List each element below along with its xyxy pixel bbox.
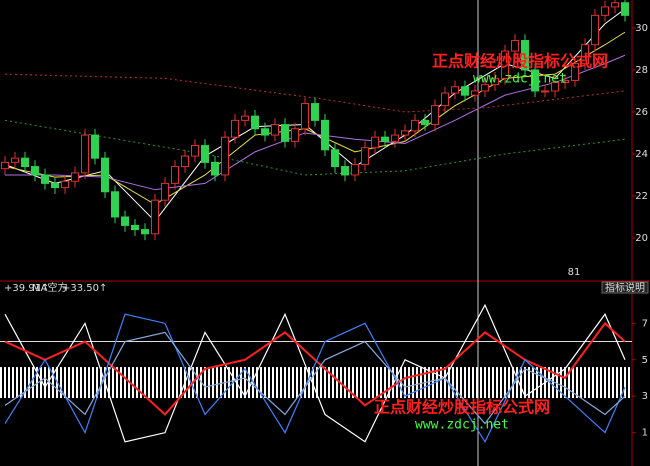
- candle-body: [481, 84, 489, 92]
- watermark-url: www.zdcj.net: [473, 72, 567, 87]
- candle-body: [401, 130, 409, 136]
- candle-body: [321, 119, 329, 151]
- y-tick-label: 30: [635, 23, 648, 34]
- candle-body: [431, 105, 439, 126]
- candle-body: [461, 86, 469, 96]
- candle-body: [411, 119, 419, 132]
- candle-body: [1, 161, 9, 170]
- candle-body: [341, 166, 349, 176]
- candle-body: [151, 199, 159, 235]
- candle-body: [361, 147, 369, 165]
- candle-body: [91, 134, 99, 159]
- candle-body: [51, 182, 59, 189]
- candle-body: [81, 134, 89, 174]
- candle-body: [511, 40, 519, 52]
- candle-body: [351, 163, 359, 176]
- candle-body: [31, 166, 39, 176]
- candle-body: [301, 103, 309, 130]
- indicator-line: [4, 313, 626, 444]
- indicator-header: +39.91↑: [4, 283, 49, 294]
- candle-body: [551, 82, 559, 92]
- candle-body: [71, 172, 79, 182]
- candle-body: [491, 77, 499, 86]
- candle-body: [21, 157, 29, 168]
- candle-body: [181, 155, 189, 168]
- candle-body: [171, 166, 179, 184]
- candle-body: [561, 79, 569, 84]
- candle-body: [531, 69, 539, 92]
- watermark-title: 正点财经炒股指标公式网: [374, 398, 550, 417]
- button[interactable]: 指标说明: [605, 281, 645, 294]
- candle-body: [591, 14, 599, 46]
- ma-line: [4, 31, 626, 205]
- candle-body: [11, 157, 19, 163]
- candle-body: [451, 86, 459, 94]
- candle-body: [261, 128, 269, 136]
- candle-body: [121, 216, 129, 226]
- candle-body: [421, 119, 429, 126]
- candle-body: [541, 90, 549, 93]
- candle-body: [331, 149, 339, 168]
- candle-body: [501, 50, 509, 79]
- candle-body: [521, 40, 529, 71]
- candle-body: [141, 229, 149, 235]
- candle-body: [391, 134, 399, 142]
- annotation: 81: [568, 267, 581, 278]
- candle-body: [371, 136, 379, 149]
- y-tick-label: 5: [642, 355, 648, 366]
- candle-body: [131, 224, 139, 231]
- candle-body: [241, 115, 249, 121]
- y-tick-label: 24: [635, 149, 648, 160]
- y-tick-label: 26: [635, 107, 648, 118]
- y-tick-label: 1: [642, 428, 648, 439]
- ma-line: [5, 54, 626, 191]
- ma-line: [4, 73, 626, 113]
- candle-body: [621, 2, 629, 16]
- candle-body: [221, 136, 229, 176]
- indicator-header: +33.50↑: [62, 283, 107, 294]
- candle-body: [381, 136, 389, 142]
- candle-body: [601, 6, 609, 16]
- candle-body: [441, 92, 449, 107]
- candle-body: [471, 90, 479, 96]
- indicator-line: [4, 303, 626, 443]
- candle-body: [611, 2, 619, 8]
- y-tick-label: 28: [635, 65, 648, 76]
- y-tick-label: 22: [635, 191, 648, 202]
- y-tick-label: 7: [642, 318, 648, 329]
- candle-body: [311, 103, 319, 121]
- y-tick-label: 20: [635, 233, 648, 244]
- indicator-header: MA空方: [32, 281, 67, 294]
- candle-body: [231, 119, 239, 138]
- candle-body: [211, 161, 219, 176]
- y-tick-label: 3: [642, 391, 648, 402]
- candle-body: [581, 44, 589, 65]
- indicator-line: [4, 331, 626, 425]
- candle-body: [251, 115, 259, 130]
- candle-body: [571, 63, 579, 81]
- candle-body: [111, 191, 119, 218]
- candle-body: [281, 124, 289, 142]
- candle-body: [291, 128, 299, 142]
- candle-body: [61, 180, 69, 189]
- candle-body: [101, 157, 109, 193]
- candle-body: [271, 124, 279, 136]
- candle-body: [201, 145, 209, 163]
- watermark-title: 正点财经炒股指标公式网: [432, 52, 608, 71]
- watermark-url: www.zdcj.net: [415, 418, 509, 433]
- button-bg[interactable]: [601, 281, 649, 294]
- candle-body: [191, 145, 199, 157]
- candle-body: [41, 174, 49, 184]
- candle-body: [161, 182, 169, 201]
